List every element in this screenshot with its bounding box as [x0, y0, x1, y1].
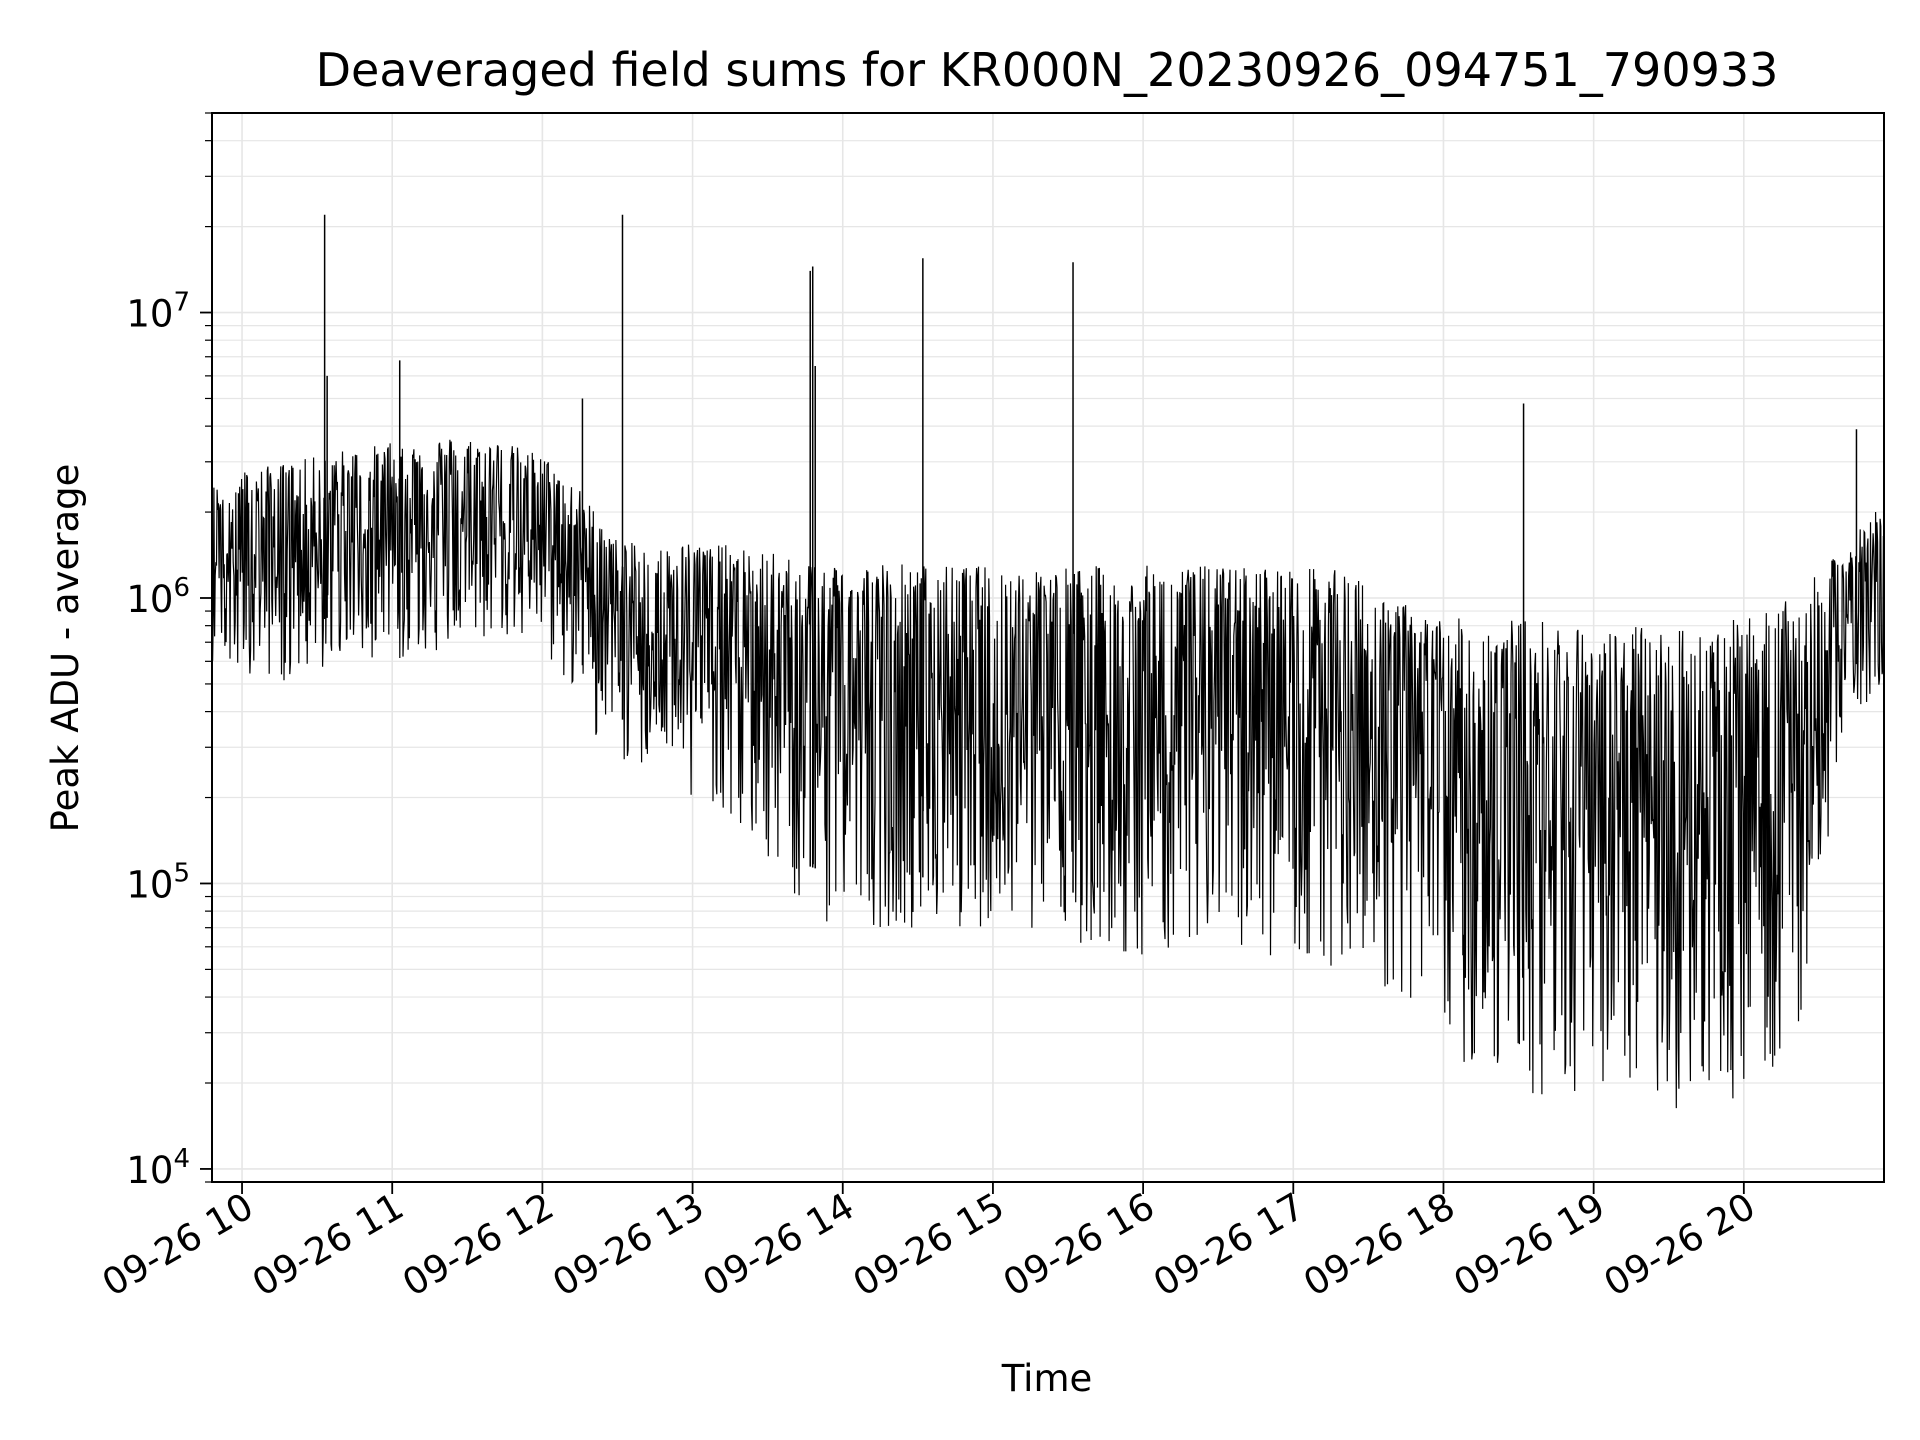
y-tick-label: 105: [126, 858, 190, 906]
y-tick-exponent: 4: [173, 1144, 190, 1174]
y-tick-exponent: 7: [173, 288, 190, 318]
x-axis-label: Time: [1001, 1357, 1093, 1400]
y-tick-base: 10: [126, 293, 173, 336]
series-line: [211, 439, 1885, 1109]
y-tick-exponent: 5: [173, 858, 190, 888]
y-tick-base: 10: [126, 863, 173, 906]
y-tick-base: 10: [126, 578, 173, 621]
y-tick-label: 106: [126, 573, 190, 621]
chart-title: Deaveraged field sums for KR000N_2023092…: [316, 43, 1779, 97]
y-tick-label: 107: [126, 288, 190, 336]
y-axis-label: Peak ADU - average: [44, 464, 87, 833]
y-tick-label: 104: [126, 1144, 190, 1192]
y-tick-base: 10: [126, 1149, 173, 1192]
y-tick-exponent: 6: [173, 573, 190, 603]
plot-frame: [211, 112, 1885, 1183]
series-layer: [211, 214, 1885, 1109]
